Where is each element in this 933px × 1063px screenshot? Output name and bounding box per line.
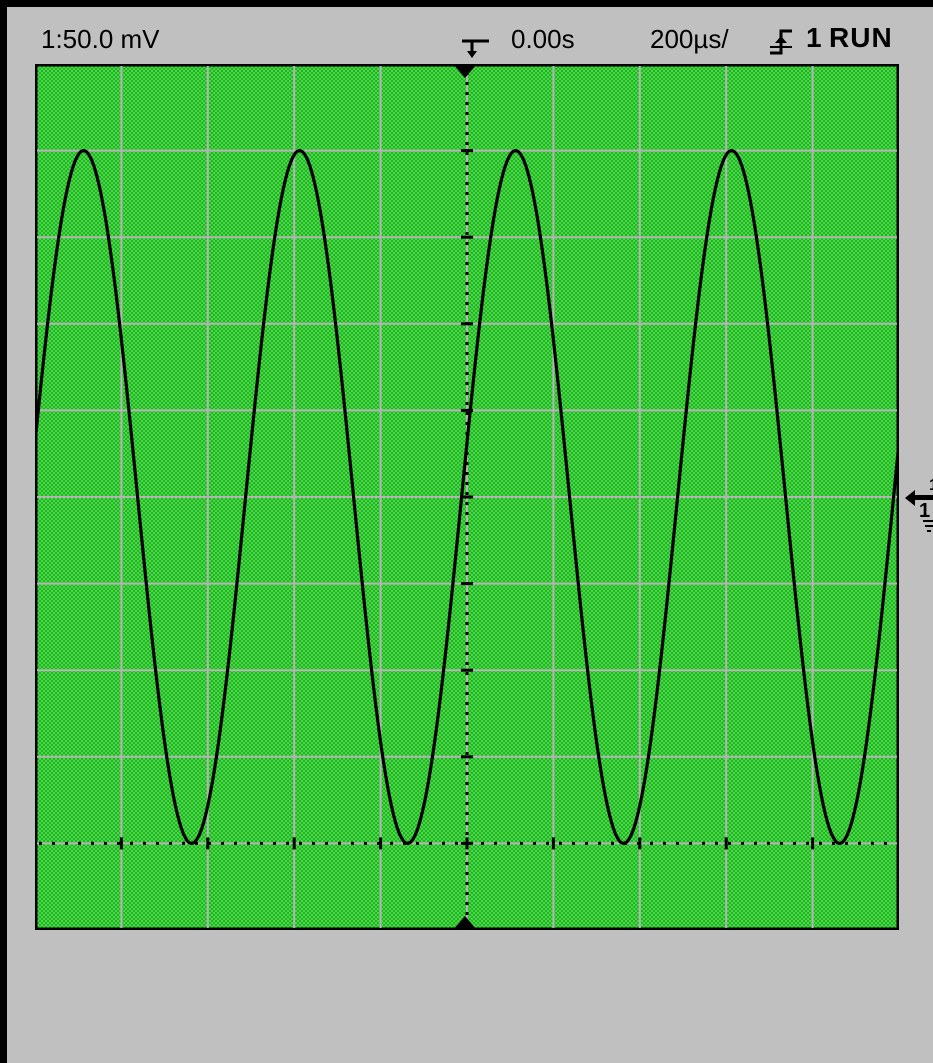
svg-text:1: 1: [929, 477, 933, 494]
trigger-position-top-marker: [453, 64, 477, 78]
channel-1-trace: [35, 149, 899, 845]
svg-text:1: 1: [919, 500, 930, 522]
channel-1-trace-group: [35, 149, 899, 845]
waveform-graticule: [35, 64, 899, 930]
timebase-readout[interactable]: 200µs/: [650, 24, 729, 54]
channel-1-ground-marker-icon[interactable]: 1 1: [903, 477, 933, 537]
trigger-position-bottom-marker: [453, 916, 477, 930]
trigger-source-label: 1: [806, 22, 822, 53]
status-bar: 1:50.0 mV 0.00s 200µs/ 1 RUN: [14, 14, 933, 64]
waveform-screen: [35, 64, 899, 930]
rising-edge-trigger-icon: [770, 29, 792, 55]
channel-scale-readout[interactable]: 1:50.0 mV: [41, 24, 160, 54]
run-state-indicator[interactable]: RUN: [829, 22, 893, 53]
trigger-position-icon: [462, 39, 489, 58]
delay-readout[interactable]: 0.00s: [511, 24, 575, 54]
